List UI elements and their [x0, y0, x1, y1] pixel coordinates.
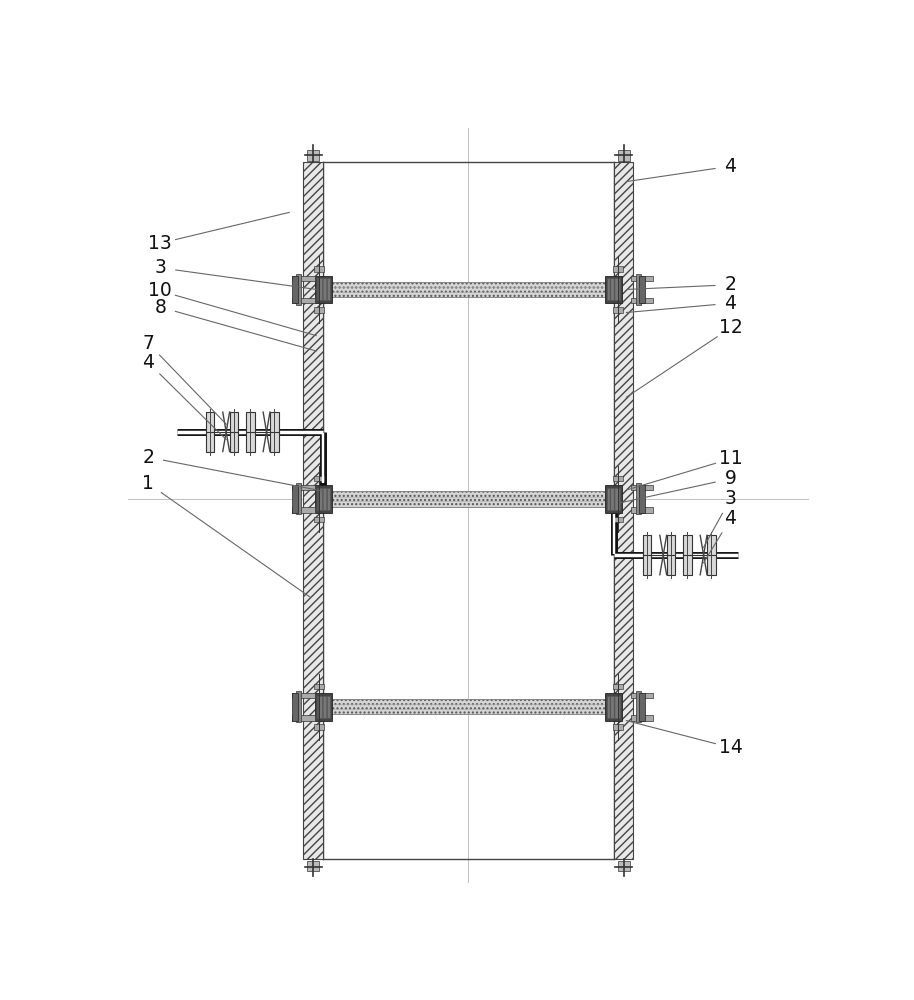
Bar [618, 861, 630, 871]
Bar [314, 476, 324, 481]
Bar [229, 412, 239, 452]
Bar [613, 266, 622, 272]
Text: 1: 1 [143, 474, 154, 493]
Bar [246, 412, 254, 452]
Bar [314, 485, 332, 513]
Bar [292, 485, 298, 513]
Text: 4: 4 [725, 294, 737, 313]
Bar [631, 693, 654, 698]
Text: 4: 4 [725, 157, 737, 176]
Text: 4: 4 [725, 509, 737, 528]
Bar [613, 307, 622, 312]
Bar [636, 483, 641, 514]
Bar [303, 162, 324, 859]
Text: 10: 10 [148, 281, 172, 300]
Text: 9: 9 [725, 469, 737, 488]
Bar [314, 724, 324, 730]
Text: 11: 11 [718, 449, 742, 468]
Text: 13: 13 [148, 234, 172, 253]
Text: 12: 12 [718, 318, 742, 337]
Bar [296, 274, 301, 305]
Bar [636, 274, 641, 305]
Text: 2: 2 [143, 448, 154, 467]
Bar [631, 276, 654, 281]
Bar [292, 693, 298, 721]
Bar [666, 535, 675, 575]
Bar [296, 691, 301, 722]
Text: 7: 7 [143, 334, 154, 353]
Bar [324, 491, 613, 507]
Bar [292, 693, 314, 698]
Bar [292, 715, 314, 721]
Bar [270, 412, 279, 452]
Bar [639, 693, 644, 721]
Bar [292, 298, 314, 303]
Bar [317, 696, 330, 718]
Bar [292, 485, 314, 490]
Bar [314, 276, 332, 303]
Bar [296, 483, 301, 514]
Bar [613, 162, 633, 859]
Text: 4: 4 [143, 353, 154, 372]
Bar [683, 535, 692, 575]
Bar [317, 278, 330, 300]
Text: 8: 8 [154, 298, 166, 317]
Bar [636, 691, 641, 722]
Bar [314, 266, 324, 272]
Bar [307, 150, 319, 161]
Bar [639, 276, 644, 303]
Bar [607, 278, 620, 300]
Bar [292, 276, 314, 281]
Bar [324, 699, 613, 714]
Bar [292, 507, 314, 513]
Bar [639, 485, 644, 513]
Bar [631, 507, 654, 513]
Bar [643, 535, 651, 575]
Bar [607, 696, 620, 718]
Bar [618, 150, 630, 161]
Bar [314, 307, 324, 312]
Bar [317, 488, 330, 510]
Bar [324, 282, 613, 297]
Bar [605, 276, 622, 303]
Bar [613, 724, 622, 730]
Bar [314, 517, 324, 522]
Bar [607, 488, 620, 510]
Bar [307, 861, 319, 871]
Bar [292, 276, 298, 303]
Text: 3: 3 [725, 489, 737, 508]
Bar [605, 693, 622, 721]
Bar [613, 684, 622, 689]
Bar [613, 517, 622, 522]
Bar [206, 412, 214, 452]
Bar [314, 693, 332, 721]
Bar [707, 535, 716, 575]
Bar [631, 715, 654, 721]
Text: 2: 2 [725, 275, 737, 294]
Bar [631, 298, 654, 303]
Bar [631, 485, 654, 490]
Bar [314, 684, 324, 689]
Text: 14: 14 [718, 738, 742, 757]
Text: 3: 3 [154, 258, 166, 277]
Bar [605, 485, 622, 513]
Bar [613, 476, 622, 481]
